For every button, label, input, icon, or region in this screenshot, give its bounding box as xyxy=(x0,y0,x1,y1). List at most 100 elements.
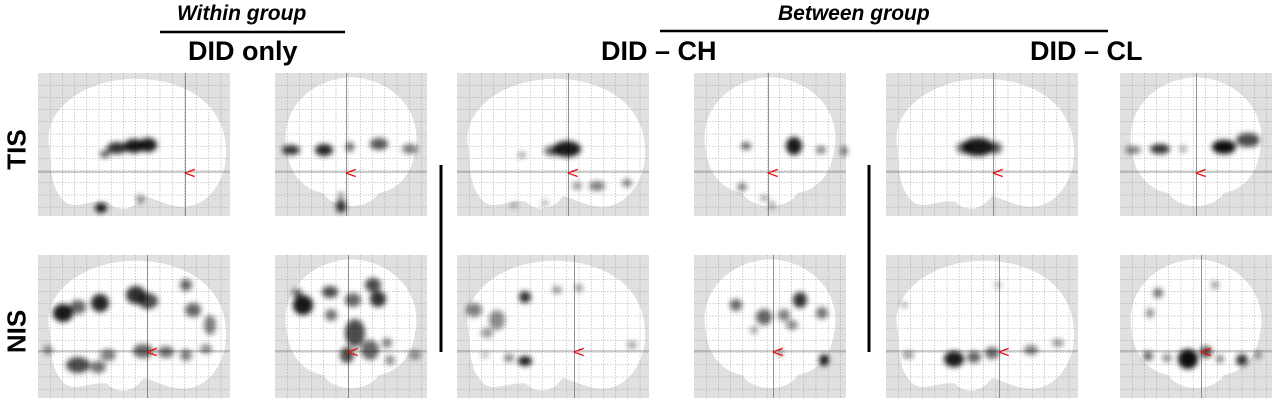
activation-blob xyxy=(1216,355,1224,363)
activation-blob xyxy=(1052,339,1064,347)
activation-blob xyxy=(345,319,365,347)
activation-blob xyxy=(158,346,174,358)
activation-blob xyxy=(760,195,768,201)
activation-blob xyxy=(750,326,758,334)
activation-blob xyxy=(510,202,518,208)
activation-blobs xyxy=(956,138,1002,156)
did-cl-label: DID – CL xyxy=(1030,36,1143,66)
nis-did-cl-sagittal: < xyxy=(886,255,1078,398)
peak-marker: < xyxy=(346,342,359,361)
activation-blob xyxy=(185,303,201,317)
did-only-label: DID only xyxy=(188,36,298,66)
peak-marker: < xyxy=(183,163,196,182)
activation-blob xyxy=(481,328,493,338)
activation-blob xyxy=(589,181,605,191)
activation-blob xyxy=(622,179,632,187)
activation-blob xyxy=(1236,133,1260,147)
activation-blobs xyxy=(510,141,632,208)
activation-blob xyxy=(1200,346,1212,358)
activation-blob xyxy=(1125,146,1141,154)
activation-blob xyxy=(793,292,807,308)
activation-blob xyxy=(200,344,212,354)
activation-blob xyxy=(325,309,337,321)
activation-blob xyxy=(95,203,107,213)
activation-blob xyxy=(370,291,386,307)
peak-marker: < xyxy=(1199,342,1212,361)
tis-did-cl-coronal: < xyxy=(1120,73,1272,216)
panel-grid xyxy=(1120,255,1272,398)
activation-blob xyxy=(572,182,582,190)
brain-silhouette xyxy=(896,260,1075,391)
activation-blob xyxy=(1150,144,1170,154)
panel-grid xyxy=(457,73,649,216)
nis-did-only-coronal: < xyxy=(275,255,427,398)
activation-blobs xyxy=(1125,133,1260,154)
activation-blob xyxy=(292,288,302,298)
activation-blob xyxy=(741,142,751,150)
activation-blob xyxy=(340,347,354,363)
activation-blob xyxy=(489,310,505,330)
activation-blob xyxy=(180,349,192,361)
activation-blob xyxy=(1143,351,1153,361)
did-ch-label: DID – CH xyxy=(601,36,717,66)
activation-blob xyxy=(336,199,346,213)
activation-blob xyxy=(786,137,802,155)
activation-blob xyxy=(1153,288,1163,298)
activation-blobs xyxy=(466,284,637,366)
activation-blob xyxy=(124,139,144,153)
activation-blob xyxy=(840,146,848,156)
activation-blob xyxy=(107,142,127,154)
activation-blob xyxy=(43,345,53,355)
activation-blob xyxy=(53,304,73,322)
activation-blob xyxy=(402,144,418,154)
within-group-label: Within group xyxy=(177,2,307,25)
activation-blob xyxy=(345,293,361,307)
activation-blob xyxy=(204,315,216,335)
activation-blob xyxy=(1211,281,1219,289)
activation-blob xyxy=(541,200,549,206)
tis-did-ch-coronal: < xyxy=(694,73,848,216)
activation-blob xyxy=(816,146,826,154)
between-group-label: Between group xyxy=(778,2,930,25)
activation-blob xyxy=(70,300,86,314)
peak-marker: < xyxy=(566,163,579,182)
activation-blob xyxy=(944,351,964,367)
activation-blob xyxy=(138,293,158,309)
activation-blobs xyxy=(282,138,418,213)
activation-blob xyxy=(627,341,637,349)
activation-blob xyxy=(777,350,783,356)
nis-did-only-sagittal: < xyxy=(38,255,230,398)
activation-blob xyxy=(553,141,581,157)
tis-did-cl-sagittal: < xyxy=(886,73,1078,216)
nis-did-cl-coronal: < xyxy=(1120,255,1272,398)
activation-blob xyxy=(365,278,381,292)
activation-blob xyxy=(100,150,110,158)
activation-blob xyxy=(1254,351,1262,359)
activation-blob xyxy=(409,350,421,360)
activation-blob xyxy=(967,351,981,363)
activation-blob xyxy=(1024,345,1038,355)
activation-blob xyxy=(1179,146,1187,152)
activation-blobs xyxy=(1143,281,1262,369)
peak-marker: < xyxy=(766,163,779,182)
activation-blob xyxy=(133,344,153,358)
brain-silhouette xyxy=(467,78,646,209)
activation-blob xyxy=(518,152,526,158)
activation-blob xyxy=(575,284,583,292)
nis-did-ch-coronal: < xyxy=(694,255,846,398)
activation-blob xyxy=(956,142,972,154)
activation-blob xyxy=(1146,308,1154,318)
tis-did-only-sagittal: < xyxy=(38,73,230,216)
peak-marker: < xyxy=(344,163,357,182)
activation-blobs xyxy=(292,278,421,365)
peak-marker: < xyxy=(997,342,1010,361)
activation-blob xyxy=(139,138,157,152)
activation-blob xyxy=(778,309,790,321)
activation-blob xyxy=(1162,354,1172,362)
activation-blob xyxy=(1236,354,1248,366)
activation-blob xyxy=(994,282,1002,288)
activation-blob xyxy=(1178,349,1198,369)
activation-blob xyxy=(100,349,116,361)
